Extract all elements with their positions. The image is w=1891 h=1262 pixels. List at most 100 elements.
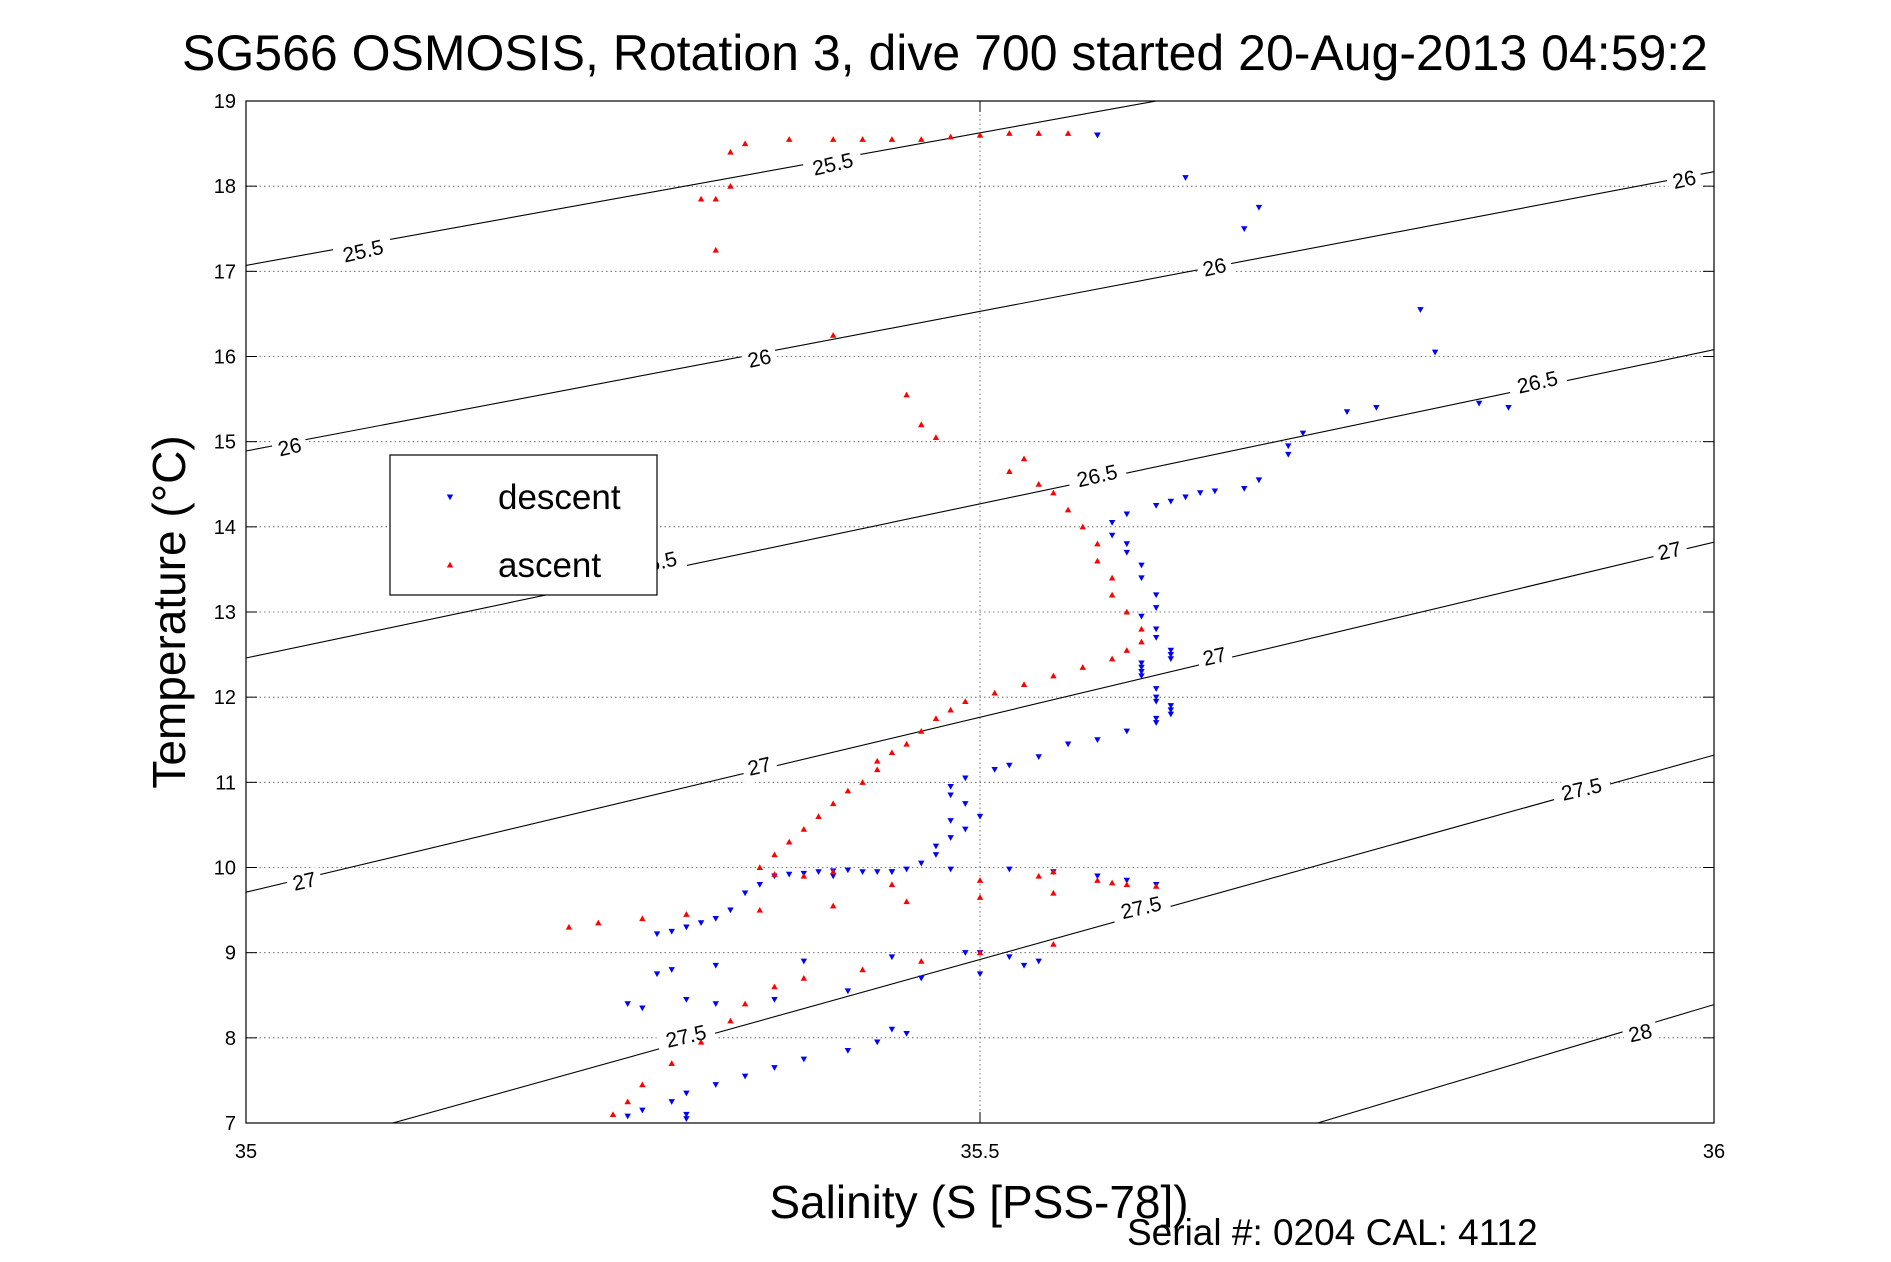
ascent-point: [1050, 889, 1057, 896]
descent-point: [962, 775, 969, 782]
ascent-point: [947, 706, 954, 713]
x-tick-label: 36: [1703, 1141, 1725, 1163]
contour-label: 27: [1201, 643, 1229, 671]
legend-marker-descent: [446, 494, 454, 501]
contour-label-background: [802, 146, 865, 185]
descent-point: [947, 784, 954, 790]
ascent-point: [1064, 506, 1072, 513]
descent-point: [844, 988, 852, 995]
ascent-point: [903, 391, 910, 398]
ascent-point: [1094, 557, 1101, 564]
contour-label-background: [740, 751, 780, 785]
legend-marker-ascent: [446, 561, 454, 568]
descent-point: [976, 813, 984, 820]
descent-point: [888, 869, 896, 875]
ascent-point: [1020, 455, 1028, 462]
ascent-point: [830, 868, 837, 875]
ascent-point: [1094, 877, 1101, 883]
descent-point: [903, 866, 910, 873]
descent-point: [771, 1065, 778, 1071]
descent-point: [1123, 541, 1130, 548]
y-tick-label: 13: [214, 602, 236, 624]
y-tick-label: 11: [215, 772, 236, 794]
ascent-point: [903, 898, 910, 905]
legend: descent ascent: [389, 454, 658, 596]
descent-point: [976, 971, 984, 978]
descent-point: [1167, 647, 1175, 654]
descent-point: [1094, 132, 1101, 139]
ascent-point: [903, 740, 910, 747]
descent-point: [1167, 707, 1175, 714]
ascent-point: [727, 1017, 734, 1024]
descent-point: [1123, 511, 1130, 518]
ascent-point: [859, 779, 866, 785]
chart-title: SG566 OSMOSIS, Rotation 3, dive 700 star…: [182, 25, 1708, 81]
ascent-point: [859, 966, 866, 973]
ascent-point: [741, 140, 749, 147]
ascent-point: [830, 136, 837, 142]
descent-point: [1123, 549, 1130, 556]
descent-point: [712, 962, 719, 969]
descent-point: [1064, 741, 1072, 748]
descent-point: [947, 792, 954, 799]
ascent-point: [800, 975, 808, 981]
y-tick-label: 19: [214, 91, 236, 113]
descent-point: [712, 1082, 719, 1088]
descent-point: [683, 996, 690, 1003]
contour-label-background: [1665, 164, 1705, 198]
descent-point: [1211, 488, 1219, 495]
density-contour-line: [246, 171, 1714, 452]
y-tick-label: 9: [225, 943, 236, 965]
ascent-point: [888, 881, 896, 888]
descent-point: [712, 1001, 719, 1007]
ascent-point: [771, 851, 778, 858]
ascent-point: [800, 872, 808, 879]
density-contour-line: [246, 101, 1157, 266]
descent-point: [1167, 711, 1175, 718]
descent-point: [1006, 954, 1013, 961]
ascent-point: [1020, 681, 1028, 687]
y-axis-label: Temperature (°C): [143, 435, 195, 788]
descent-point: [1431, 349, 1439, 356]
descent-point: [1343, 409, 1351, 416]
contour-label-background: [285, 866, 325, 900]
x-tick-label: 35: [235, 1141, 257, 1163]
descent-point: [874, 1039, 881, 1046]
descent-point: [1475, 400, 1483, 407]
ascent-point: [595, 919, 602, 926]
descent-point: [1094, 873, 1101, 880]
contour-label-background: [332, 233, 395, 272]
ascent-point: [1108, 655, 1116, 662]
descent-point: [1152, 720, 1160, 726]
ascent-point: [1138, 638, 1145, 645]
descent-point: [1167, 703, 1175, 709]
ascent-point: [918, 136, 925, 142]
descent-point: [1182, 175, 1189, 181]
ascent-point: [697, 195, 705, 202]
ascent-point: [683, 911, 690, 917]
contour-label-background: [1195, 641, 1235, 675]
descent-point: [683, 1111, 690, 1118]
descent-point: [1152, 592, 1160, 599]
ascent-point: [1064, 130, 1072, 136]
ascent-point: [1123, 608, 1130, 615]
ascent-point: [1079, 523, 1086, 530]
descent-point: [1152, 626, 1160, 633]
descent-point: [800, 958, 808, 965]
ascent-point: [1006, 468, 1013, 475]
ascent-point: [932, 715, 940, 722]
descent-point: [932, 852, 940, 858]
descent-point: [962, 950, 969, 956]
y-tick-label: 18: [214, 176, 236, 198]
ascent-point: [771, 871, 778, 877]
ascent-point: [844, 787, 852, 794]
contour-label-background: [1066, 458, 1129, 497]
descent-point: [1152, 694, 1160, 701]
ascent-point: [830, 800, 837, 807]
ascent-point: [830, 902, 837, 909]
descent-point: [1138, 613, 1145, 620]
contour-label-background: [1506, 364, 1570, 403]
ascent-point: [815, 813, 822, 819]
contour-label-background: [1621, 1017, 1661, 1051]
